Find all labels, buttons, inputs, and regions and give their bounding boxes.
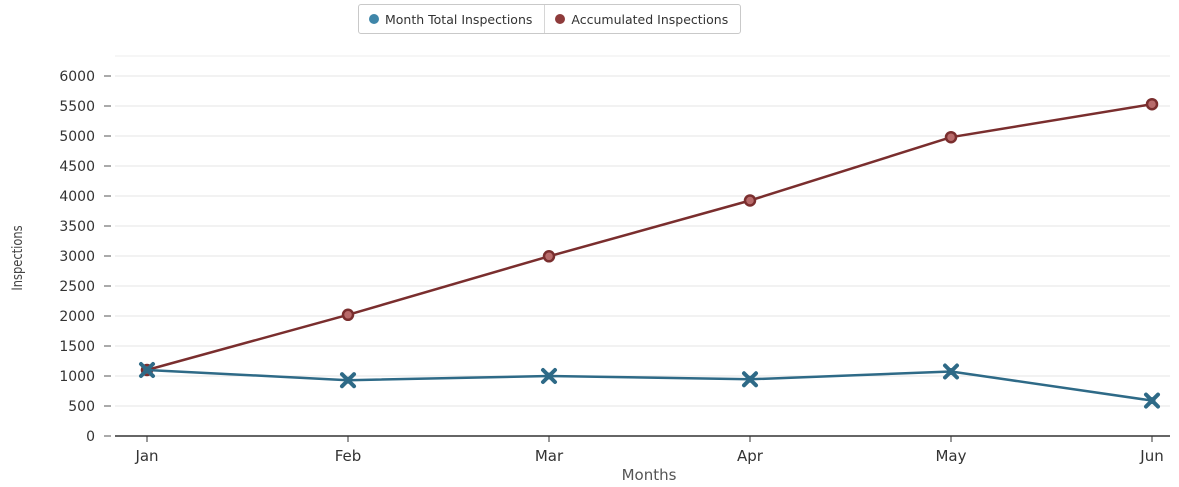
data-point-accumulated xyxy=(542,250,556,263)
series-line-accumulated xyxy=(146,102,1153,372)
axes: 0 500 1000 1500 2000 2500 3000 3500 4000 4500 5000… xyxy=(59,69,1170,465)
legend-label-month-total: Month Total Inspections xyxy=(385,11,533,27)
y-tick-label: 4500 xyxy=(59,159,95,175)
legend-marker-month-total xyxy=(369,14,379,24)
y-tick-label: 500 xyxy=(68,399,95,415)
data-point-center xyxy=(746,375,754,383)
x-tick-label: Jun xyxy=(1139,447,1163,465)
y-tick-label: 1000 xyxy=(59,369,95,385)
y-tick-label: 2000 xyxy=(59,309,95,325)
y-tick-label: 2500 xyxy=(59,279,95,295)
data-point-accumulated xyxy=(1145,97,1159,111)
legend-item-month-total[interactable]: Month Total Inspections xyxy=(359,5,544,33)
y-tick-label: 3000 xyxy=(59,249,95,265)
y-tick-label: 1500 xyxy=(59,339,95,355)
data-point-month-total xyxy=(541,368,557,384)
series xyxy=(139,97,1160,409)
series-line-month-total xyxy=(146,368,1153,402)
data-point-accumulated xyxy=(743,194,757,207)
data-point-accumulated xyxy=(944,130,958,144)
y-tick-label: 6000 xyxy=(59,69,95,85)
legend-label-accumulated: Accumulated Inspections xyxy=(571,11,729,27)
data-point-accumulated xyxy=(341,308,355,322)
data-point-month-total xyxy=(340,372,356,389)
x-tick-label: Feb xyxy=(335,447,362,465)
y-tick-label: 5500 xyxy=(59,99,95,115)
x-axis-title: Months xyxy=(622,466,677,483)
x-tick-label: Apr xyxy=(737,447,764,465)
data-point-month-total xyxy=(943,363,959,380)
gridlines xyxy=(115,55,1170,407)
data-point-month-total xyxy=(139,362,155,378)
data-point-center xyxy=(143,366,151,374)
x-tick-label: Mar xyxy=(535,447,564,465)
data-point-center xyxy=(947,368,955,375)
data-point-center xyxy=(344,376,352,384)
x-tick-label: May xyxy=(935,447,966,465)
x-tick-label: Jan xyxy=(134,447,158,465)
y-axis-title: Inspections xyxy=(10,225,26,291)
y-tick-label: 4000 xyxy=(59,189,95,205)
data-point-center xyxy=(545,372,553,380)
legend-marker-accumulated xyxy=(555,14,566,24)
data-point-month-total xyxy=(1144,392,1160,409)
data-point-month-total xyxy=(742,371,758,388)
y-tick-label: 0 xyxy=(86,429,95,445)
legend-item-accumulated[interactable]: Accumulated Inspections xyxy=(544,5,740,33)
y-tick-label: 3500 xyxy=(59,219,95,235)
data-point-center xyxy=(1148,397,1156,405)
y-tick-label: 5000 xyxy=(59,129,95,145)
legend: Month Total Inspections Accumulated Insp… xyxy=(358,4,742,34)
